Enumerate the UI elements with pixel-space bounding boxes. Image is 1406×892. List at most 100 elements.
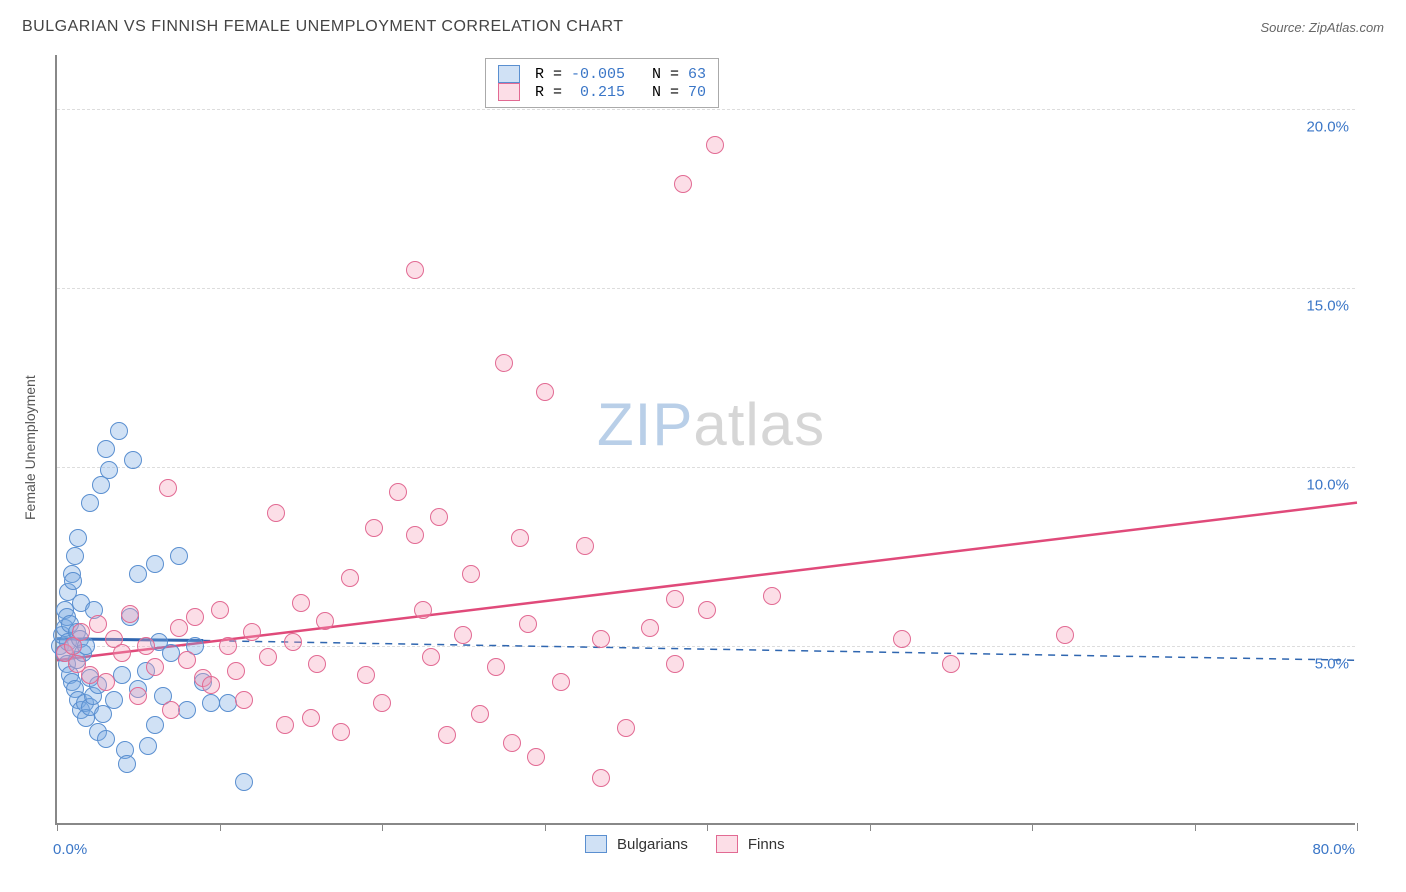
data-point — [341, 569, 359, 587]
data-point — [438, 726, 456, 744]
trend-lines — [57, 55, 1357, 825]
data-point — [124, 451, 142, 469]
data-point — [666, 655, 684, 673]
data-point — [302, 709, 320, 727]
data-point — [202, 676, 220, 694]
data-point — [666, 590, 684, 608]
data-point — [227, 662, 245, 680]
stats-row: R = -0.005 N = 63 — [498, 65, 706, 83]
data-point — [170, 619, 188, 637]
data-point — [159, 479, 177, 497]
data-point — [97, 730, 115, 748]
data-point — [698, 601, 716, 619]
data-point — [139, 737, 157, 755]
legend-swatch — [585, 835, 607, 853]
data-point — [162, 701, 180, 719]
data-point — [706, 136, 724, 154]
data-point — [552, 673, 570, 691]
data-point — [259, 648, 277, 666]
scatter-plot: ZIPatlas 5.0%10.0%15.0%20.0% R = -0.005 … — [55, 55, 1355, 825]
data-point — [308, 655, 326, 673]
data-point — [146, 555, 164, 573]
data-point — [292, 594, 310, 612]
data-point — [219, 637, 237, 655]
data-point — [110, 422, 128, 440]
data-point — [276, 716, 294, 734]
stats-legend-box: R = -0.005 N = 63 R = 0.215 N = 70 — [485, 58, 719, 108]
data-point — [105, 691, 123, 709]
data-point — [511, 529, 529, 547]
data-point — [414, 601, 432, 619]
data-point — [137, 637, 155, 655]
data-point — [454, 626, 472, 644]
data-point — [527, 748, 545, 766]
source-label: Source: ZipAtlas.com — [1260, 20, 1384, 35]
data-point — [641, 619, 659, 637]
data-point — [178, 651, 196, 669]
data-point — [235, 773, 253, 791]
data-point — [763, 587, 781, 605]
data-point — [100, 461, 118, 479]
x-tick — [1357, 823, 1358, 831]
legend-bottom: Bulgarians Finns — [585, 835, 803, 853]
data-point — [113, 644, 131, 662]
data-point — [129, 565, 147, 583]
legend-label: Bulgarians — [617, 836, 688, 853]
data-point — [576, 537, 594, 555]
stats-row: R = 0.215 N = 70 — [498, 83, 706, 101]
data-point — [1056, 626, 1074, 644]
data-point — [113, 666, 131, 684]
data-point — [422, 648, 440, 666]
data-point — [519, 615, 537, 633]
x-tick-label: 0.0% — [53, 841, 87, 858]
data-point — [267, 504, 285, 522]
data-point — [430, 508, 448, 526]
data-point — [64, 572, 82, 590]
y-axis-label: Female Unemployment — [22, 375, 38, 520]
data-point — [81, 494, 99, 512]
data-point — [97, 673, 115, 691]
data-point — [211, 601, 229, 619]
data-point — [495, 354, 513, 372]
data-point — [66, 547, 84, 565]
data-point — [284, 633, 302, 651]
data-point — [674, 175, 692, 193]
data-point — [235, 691, 253, 709]
data-point — [536, 383, 554, 401]
data-point — [219, 694, 237, 712]
data-point — [406, 526, 424, 544]
data-point — [592, 630, 610, 648]
data-point — [487, 658, 505, 676]
data-point — [146, 716, 164, 734]
chart-title: BULGARIAN VS FINNISH FEMALE UNEMPLOYMENT… — [22, 18, 624, 36]
data-point — [373, 694, 391, 712]
data-point — [129, 687, 147, 705]
legend-swatch — [716, 835, 738, 853]
data-point — [893, 630, 911, 648]
legend-label: Finns — [748, 836, 785, 853]
data-point — [178, 701, 196, 719]
data-point — [332, 723, 350, 741]
data-point — [118, 755, 136, 773]
x-tick-label: 80.0% — [1312, 841, 1355, 858]
data-point — [617, 719, 635, 737]
legend-swatch — [498, 83, 520, 101]
data-point — [406, 261, 424, 279]
data-point — [942, 655, 960, 673]
data-point — [89, 615, 107, 633]
data-point — [365, 519, 383, 537]
data-point — [170, 547, 188, 565]
data-point — [97, 440, 115, 458]
data-point — [357, 666, 375, 684]
data-point — [186, 608, 204, 626]
data-point — [389, 483, 407, 501]
legend-swatch — [498, 65, 520, 83]
data-point — [592, 769, 610, 787]
data-point — [503, 734, 521, 752]
data-point — [121, 605, 139, 623]
data-point — [243, 623, 261, 641]
data-point — [146, 658, 164, 676]
data-point — [471, 705, 489, 723]
data-point — [316, 612, 334, 630]
data-point — [69, 529, 87, 547]
